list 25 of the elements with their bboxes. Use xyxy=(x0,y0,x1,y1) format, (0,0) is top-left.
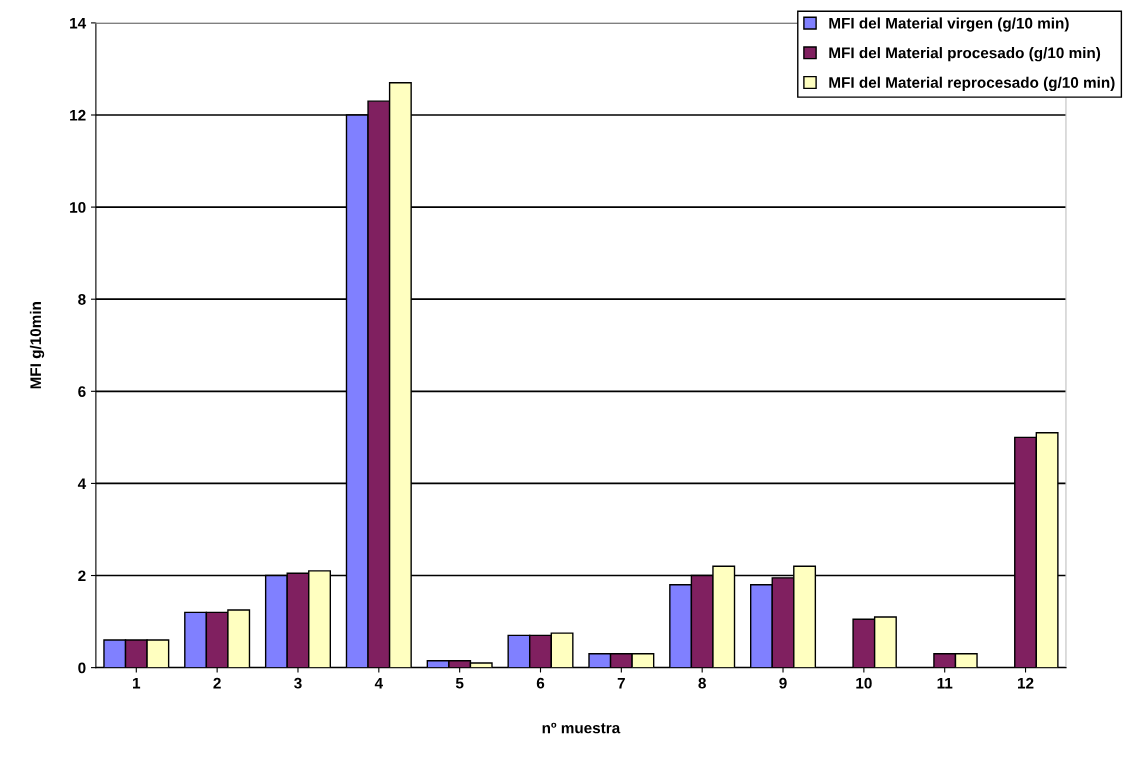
x-tick-label: 7 xyxy=(617,677,625,689)
x-tick-label: 1 xyxy=(133,677,141,689)
y-axis-title: MFI g/10min xyxy=(29,302,45,389)
legend-label: MFI del Material virgen (g/10 min) xyxy=(829,17,1069,32)
x-tick-label: 11 xyxy=(937,677,953,689)
x-tick-label: 4 xyxy=(374,677,383,689)
y-tick-label: 4 xyxy=(77,478,87,489)
x-tick-label: 9 xyxy=(779,677,787,689)
legend-label: MFI del Material procesado (g/10 min) xyxy=(829,47,1101,62)
y-tick-label: 2 xyxy=(78,570,86,582)
x-tick-label: 6 xyxy=(536,677,545,689)
y-tick-label: 14 xyxy=(70,17,87,29)
y-tick-label: 10 xyxy=(70,201,86,213)
x-axis-title: nº muestra xyxy=(542,722,621,734)
y-tick-label: 12 xyxy=(70,109,86,121)
y-tick-label: 8 xyxy=(78,294,86,305)
x-tick-label: 3 xyxy=(294,677,302,689)
x-tick-label: 8 xyxy=(698,677,706,689)
x-tick-label: 10 xyxy=(856,677,872,689)
y-tick-label: 0 xyxy=(78,662,86,674)
legend-label: MFI del Material reprocesado (g/10 min) xyxy=(829,76,1115,92)
x-tick-label: 12 xyxy=(1018,677,1034,689)
x-tick-label: 5 xyxy=(455,677,464,689)
x-tick-label: 2 xyxy=(213,677,221,689)
y-tick-label: 6 xyxy=(78,386,86,397)
